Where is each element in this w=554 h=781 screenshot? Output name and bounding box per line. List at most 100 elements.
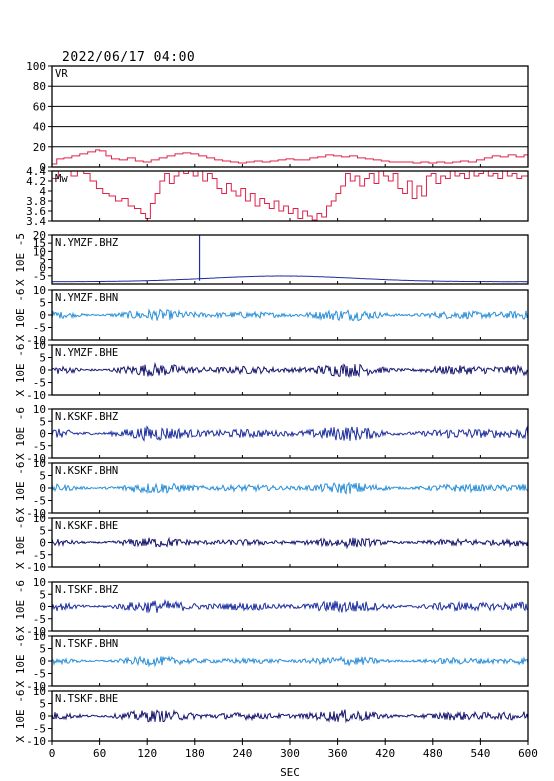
series-line-n-kskf-bhn [52,481,528,495]
y-unit-label: X 10E -5 [14,233,27,286]
y-tick-label: 10 [33,512,46,525]
x-tick-label: 300 [280,747,300,760]
y-tick-label: 10 [33,576,46,589]
y-tick-label: 15 [33,237,46,250]
y-tick-label: 5 [39,643,46,656]
y-tick-label: 0 [39,262,46,275]
y-tick-label: 20 [33,229,46,242]
y-tick-label: 4.4 [26,165,46,178]
panel-label-n-ymzf-bhe: N.YMZF.BHE [55,347,118,359]
y-tick-label: 10 [33,685,46,698]
y-tick-label: -5 [33,723,46,736]
y-tick-label: 10 [33,403,46,416]
y-tick-label: -10 [26,680,46,693]
y-tick-label: 5 [39,470,46,483]
x-tick-label: 180 [185,747,205,760]
y-tick-label: 0 [39,537,46,550]
y-tick-label: 0 [39,710,46,723]
y-tick-label: -5 [33,322,46,335]
y-tick-label: 10 [33,457,46,470]
y-tick-label: -10 [26,625,46,638]
x-tick-label: 540 [470,747,490,760]
panel-label-n-kskf-bhe: N.KSKF.BHE [55,520,118,532]
x-tick-label: 480 [423,747,443,760]
y-tick-label: -5 [33,549,46,562]
y-tick-label: 5 [39,524,46,537]
y-tick-label: 10 [33,245,46,258]
x-tick-label: 120 [137,747,157,760]
y-unit-label: X 10E -6 [14,289,27,342]
series-line-n-ymzf-bhe [52,361,528,379]
series-line-mw [52,171,528,221]
y-unit-label: X 10E -6 [14,635,27,688]
y-tick-label: 5 [39,415,46,428]
y-tick-label: -5 [33,495,46,508]
series-line-n-kskf-bhe [52,536,528,550]
y-tick-label: 80 [33,80,46,93]
x-tick-label: 420 [375,747,395,760]
y-tick-label: 40 [33,121,46,134]
y-tick-label: -10 [26,561,46,574]
y-tick-label: 3.4 [26,215,46,228]
y-tick-label: 20 [33,141,46,154]
y-tick-label: -10 [26,452,46,465]
panel-label-n-tskf-bhe: N.TSKF.BHE [55,693,118,705]
x-tick-label: 360 [328,747,348,760]
y-unit-label: X 10E -6 [14,580,27,633]
y-tick-label: 0 [39,601,46,614]
y-unit-label: X 10E -6 [14,516,27,569]
panel-label-n-tskf-bhn: N.TSKF.BHN [55,638,118,650]
y-tick-label: 5 [39,297,46,310]
panel-label-n-tskf-bhz: N.TSKF.BHZ [55,584,118,596]
y-tick-label: -5 [33,270,46,283]
y-tick-label: 0 [39,428,46,441]
panel-label-n-kskf-bhz: N.KSKF.BHZ [55,411,118,423]
x-tick-label: 600 [518,747,538,760]
y-tick-label: 100 [26,60,46,73]
y-unit-label: X 10E -6 [14,462,27,515]
y-tick-label: -10 [26,389,46,402]
y-tick-label: 4 [39,185,46,198]
y-tick-label: -10 [26,334,46,347]
y-tick-label: 0 [39,655,46,668]
series-line-n-ymzf-bhz [52,275,528,283]
y-tick-label: -5 [33,377,46,390]
series-line-n-tskf-bhe [52,709,528,724]
y-tick-label: 60 [33,100,46,113]
y-tick-label: -5 [33,440,46,453]
y-tick-label: 3.6 [26,205,46,218]
y-tick-label: 10 [33,630,46,643]
y-tick-label: 0 [39,482,46,495]
series-line-vr [52,149,528,165]
panel-label-vr: VR [55,68,68,80]
y-tick-label: 4.2 [26,175,46,188]
y-tick-label: 10 [33,284,46,297]
y-tick-label: 0 [39,309,46,322]
panel-label-mw: Mw [55,173,68,185]
y-tick-label: -10 [26,735,46,748]
y-tick-label: 5 [39,254,46,267]
y-tick-label: 5 [39,352,46,365]
chart-title: 2022/06/17 04:00 [62,50,196,65]
y-unit-label: X 10E -6 [14,407,27,460]
y-unit-label: X 10E -6 [14,344,27,397]
y-tick-label: 0 [39,161,46,174]
y-tick-label: 0 [39,364,46,377]
series-line-n-tskf-bhz [52,598,528,614]
series-line-n-kskf-bhz [52,425,528,442]
panel-frame-n-ymzf-bhz [51,234,529,285]
x-axis-label: SEC [280,766,300,779]
panel-frame-vr [51,65,529,168]
y-tick-label: 5 [39,588,46,601]
y-tick-label: 5 [39,698,46,711]
x-tick-label: 240 [232,747,252,760]
x-tick-label: 60 [93,747,106,760]
panel-label-n-kskf-bhn: N.KSKF.BHN [55,465,118,477]
y-tick-label: -5 [33,613,46,626]
y-tick-label: -10 [26,507,46,520]
x-tick-label: 0 [49,747,56,760]
series-line-n-tskf-bhn [52,655,528,668]
y-unit-label: X 10E -6 [14,690,27,743]
panel-label-n-ymzf-bhz: N.YMZF.BHZ [55,237,118,249]
